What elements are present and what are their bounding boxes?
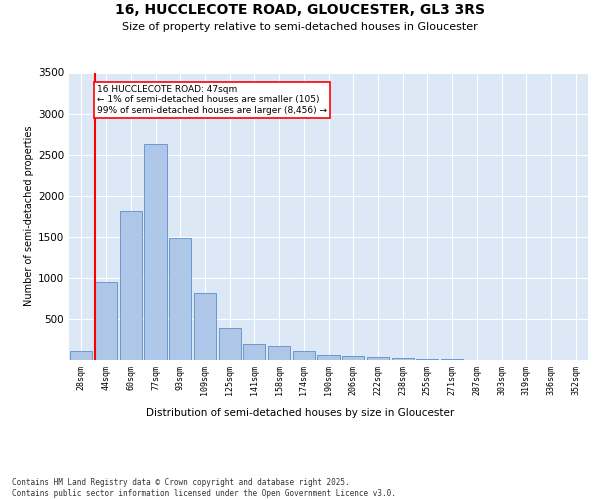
Bar: [119, 210, 142, 360]
Bar: [218, 328, 241, 360]
Text: Contains HM Land Registry data © Crown copyright and database right 2025.
Contai: Contains HM Land Registry data © Crown c…: [12, 478, 396, 498]
Bar: [317, 354, 340, 360]
Bar: [145, 144, 167, 360]
Text: Size of property relative to semi-detached houses in Gloucester: Size of property relative to semi-detach…: [122, 22, 478, 32]
Bar: [268, 346, 290, 360]
Bar: [70, 352, 92, 360]
Bar: [367, 357, 389, 360]
Bar: [416, 359, 439, 360]
Text: 16 HUCCLECOTE ROAD: 47sqm
← 1% of semi-detached houses are smaller (105)
99% of : 16 HUCCLECOTE ROAD: 47sqm ← 1% of semi-d…: [97, 85, 327, 114]
Bar: [342, 356, 364, 360]
Bar: [293, 351, 315, 360]
Bar: [441, 359, 463, 360]
Bar: [194, 292, 216, 360]
Bar: [392, 358, 414, 360]
Bar: [169, 238, 191, 360]
Text: 16, HUCCLECOTE ROAD, GLOUCESTER, GL3 3RS: 16, HUCCLECOTE ROAD, GLOUCESTER, GL3 3RS: [115, 2, 485, 16]
Bar: [95, 282, 117, 360]
Bar: [243, 344, 265, 360]
Y-axis label: Number of semi-detached properties: Number of semi-detached properties: [24, 126, 34, 306]
Text: Distribution of semi-detached houses by size in Gloucester: Distribution of semi-detached houses by …: [146, 408, 454, 418]
